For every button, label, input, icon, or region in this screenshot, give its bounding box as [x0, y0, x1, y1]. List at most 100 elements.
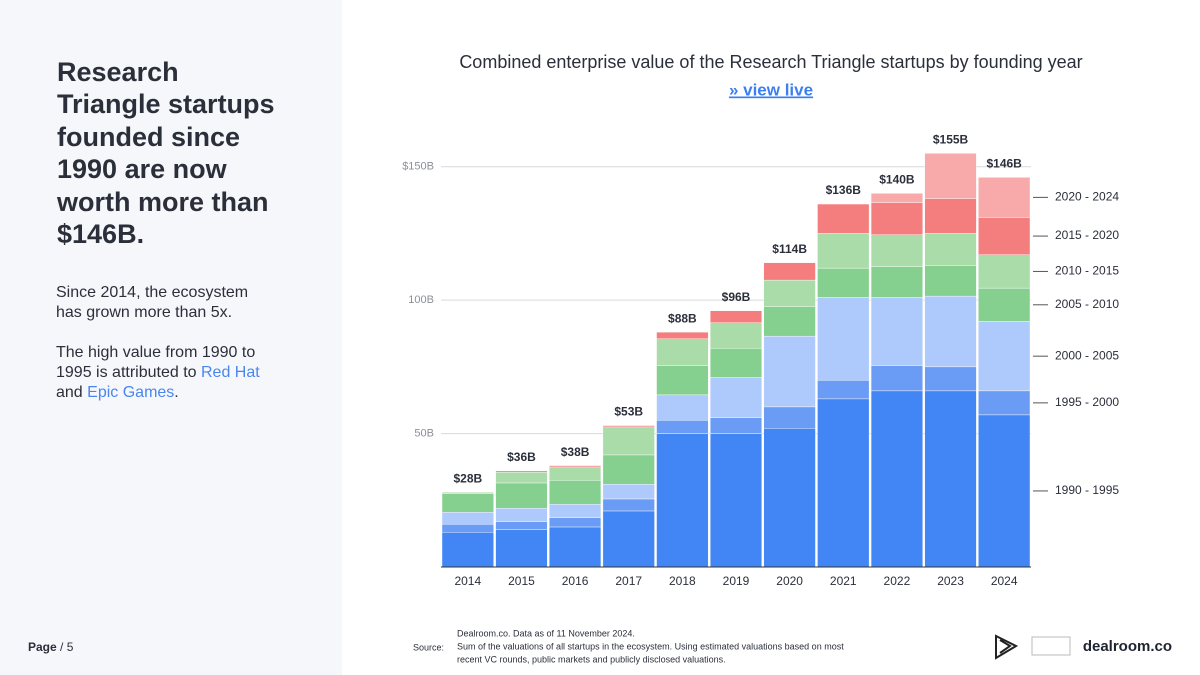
bar-segment [602, 426, 655, 456]
bar-segment [549, 517, 602, 528]
sidebar: Research Triangle startups founded since… [0, 0, 342, 675]
bar-segment [763, 335, 816, 408]
page-label: Page [28, 640, 57, 654]
legend-label: 2015 - 2020 [1055, 228, 1119, 242]
legend-label: 2000 - 2005 [1055, 348, 1119, 362]
source-line: Dealroom.co. Data as of 11 November 2024… [457, 628, 635, 638]
x-tick-label: 2017 [615, 574, 642, 588]
x-tick-label: 2019 [723, 574, 750, 588]
bar-segment [870, 365, 923, 392]
bar-segment [709, 347, 763, 378]
bar-segment [870, 202, 923, 235]
link[interactable]: Red Hat [201, 364, 260, 381]
text-line: 1995 is attributed to [56, 364, 197, 381]
bar-segment [495, 508, 548, 522]
bar-segment [441, 532, 494, 568]
y-tick-label: $150B [402, 161, 434, 173]
paragraph: Since 2014, the ecosystem has grown more… [56, 283, 248, 323]
text-line: has grown more than 5x. [56, 304, 233, 321]
bar-segment [549, 504, 602, 518]
heading-line: Triangle startups [57, 89, 275, 120]
bar-segment [441, 492, 494, 494]
bar-segment [763, 306, 816, 337]
bar-segment [602, 454, 655, 485]
bar-segment [763, 406, 816, 429]
bar-segment [495, 529, 548, 568]
bar-segment [817, 398, 870, 568]
legend-label: 2020 - 2024 [1055, 190, 1119, 204]
source-label: Source: [413, 642, 444, 652]
bar-segment [602, 510, 655, 568]
text: and [56, 384, 83, 401]
total-label: $28B [453, 471, 482, 485]
logo-icon [995, 634, 1019, 660]
legend-label: 1990 - 1995 [1055, 483, 1119, 497]
total-label: $146B [986, 157, 1022, 171]
bar-segment [870, 297, 923, 366]
bar-segment [817, 203, 870, 234]
total-label: $140B [879, 173, 915, 187]
x-tick-label: 2024 [991, 574, 1018, 588]
bar-segment [709, 417, 763, 434]
bar-segment [709, 377, 763, 418]
total-label: $155B [933, 133, 969, 147]
bar-segment [709, 310, 763, 324]
bar-segment [870, 266, 923, 298]
bar-segment [656, 420, 709, 434]
bar-segment [924, 153, 977, 199]
bar-segment [924, 265, 977, 297]
bar-segment [924, 390, 977, 568]
x-tick-label: 2022 [884, 574, 911, 588]
x-tick-label: 2021 [830, 574, 857, 588]
bar-segment [709, 322, 763, 349]
bar-segment [978, 254, 1031, 289]
heading-line: 1990 are now [57, 154, 227, 185]
bar-segment [870, 234, 923, 267]
bar-segment [656, 433, 709, 568]
bar-segment [978, 321, 1031, 392]
y-tick-label: 100B [408, 294, 434, 306]
bar-segment [441, 512, 494, 525]
bar-segment [763, 279, 816, 307]
bar-segment [817, 233, 870, 269]
x-tick-label: 2015 [508, 574, 535, 588]
bar-segment [978, 177, 1031, 218]
bar-segment [549, 480, 602, 505]
bar-segment [656, 394, 709, 421]
bar-segment [978, 414, 1031, 568]
legend-label: 2010 - 2015 [1055, 264, 1119, 278]
bar-segment [602, 484, 655, 500]
text: . [174, 384, 179, 401]
total-label: $36B [507, 450, 536, 464]
bar-segment [549, 466, 602, 481]
bar-segment [495, 521, 548, 530]
chart-title: Combined enterprise value of the Researc… [459, 52, 1082, 72]
bar-segment [602, 425, 655, 428]
link[interactable]: Epic Games [87, 384, 175, 401]
bar-segment [978, 217, 1031, 255]
x-tick-label: 2016 [562, 574, 589, 588]
legend-label: 1995 - 2000 [1055, 395, 1119, 409]
total-label: $96B [722, 290, 751, 304]
total-label: $53B [614, 405, 643, 419]
text-line: The high value from 1990 to [56, 344, 256, 361]
logo-partner [1031, 636, 1071, 656]
bar-segment [656, 331, 709, 340]
bar-segment [924, 295, 977, 368]
text-line: Since 2014, the ecosystem [56, 284, 249, 301]
bar-segment [656, 365, 709, 396]
bar-segment [978, 390, 1031, 416]
heading-line: Research [57, 57, 179, 87]
bar-segment [817, 379, 870, 400]
view-live-link[interactable]: » view live [729, 80, 813, 99]
bar-segment [602, 498, 655, 512]
bar-segment [656, 338, 709, 366]
total-label: $38B [561, 445, 590, 459]
sidebar-heading: Research Triangle startups founded since… [57, 56, 275, 250]
bar-segment [817, 267, 870, 298]
bar-segment [924, 198, 977, 234]
bar-segment [495, 470, 548, 473]
page-number: / 5 [60, 640, 74, 654]
